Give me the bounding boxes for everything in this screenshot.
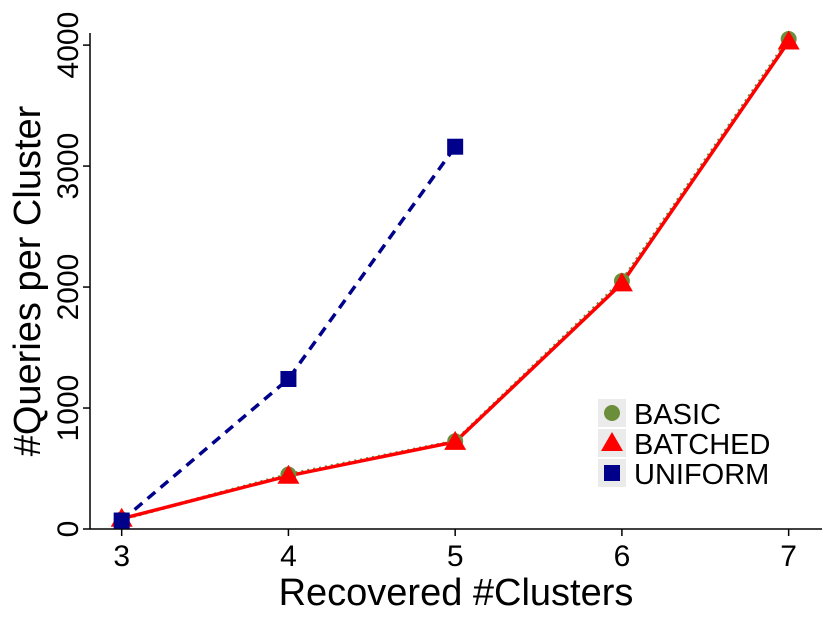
- y-tick-label: 0: [52, 521, 85, 538]
- data-point: [610, 272, 633, 292]
- legend-marker: [604, 405, 620, 421]
- data-point: [444, 430, 467, 450]
- data-point: [113, 512, 130, 529]
- x-tick-label: 5: [447, 540, 464, 573]
- y-tick-label: 3000: [52, 133, 85, 200]
- y-tick-label: 4000: [52, 12, 85, 79]
- series-line: [120, 145, 457, 522]
- x-tick-label: 6: [614, 540, 631, 573]
- data-point: [277, 464, 300, 484]
- y-tick-label: 1000: [52, 375, 85, 442]
- data-point: [777, 30, 800, 50]
- legend-label: BATCHED: [634, 429, 770, 461]
- y-axis-label: #Queries per Cluster: [7, 105, 49, 456]
- legend-marker: [601, 432, 623, 451]
- x-tick-label: 3: [113, 540, 130, 573]
- y-tick-label: 2000: [52, 254, 85, 321]
- legend-label: UNIFORM: [634, 459, 769, 491]
- x-axis-label: Recovered #Clusters: [279, 572, 634, 614]
- x-tick-label: 4: [280, 540, 297, 573]
- legend-marker: [604, 465, 620, 481]
- x-tick-label: 7: [780, 540, 797, 573]
- legend-label: BASIC: [634, 399, 721, 431]
- data-point: [280, 370, 297, 387]
- data-point: [447, 138, 464, 155]
